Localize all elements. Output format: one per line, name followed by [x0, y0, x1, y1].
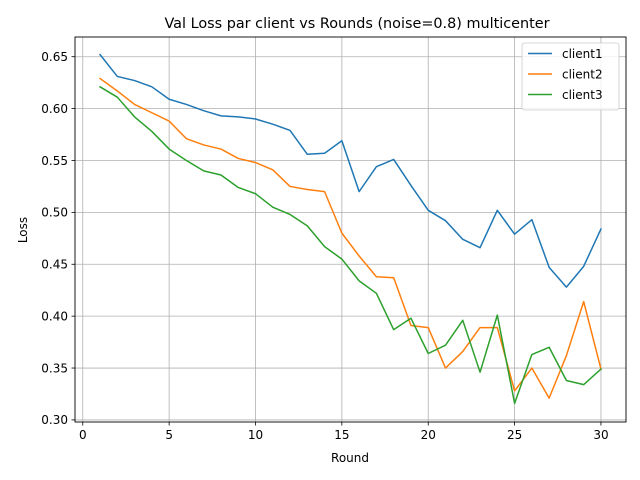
legend-box — [521, 42, 620, 111]
y-tick-label: 0.45 — [41, 258, 68, 272]
y-tick-label: 0.30 — [41, 413, 68, 427]
x-ticks: 0 5 10 15 20 25 30 — [79, 422, 609, 442]
series-line-client2 — [99, 77, 602, 399]
legend-label-client1: client1 — [562, 47, 603, 61]
y-ticks: 0.30 0.35 0.40 0.45 0.50 0.55 0.60 0.65 — [41, 50, 75, 427]
x-tick-label: 15 — [334, 428, 349, 442]
grid — [75, 37, 626, 422]
y-tick-label: 0.65 — [41, 50, 68, 64]
legend-label-client2: client2 — [562, 67, 603, 81]
y-tick-label: 0.50 — [41, 206, 68, 220]
y-tick-label: 0.55 — [41, 154, 68, 168]
series-line-client1 — [98, 53, 602, 288]
chart-title: Val Loss par client vs Rounds (noise=0.8… — [164, 16, 549, 32]
x-tick-label: 10 — [248, 428, 263, 442]
y-tick-label: 0.35 — [41, 361, 68, 375]
y-tick-label: 0.60 — [41, 102, 68, 116]
series-line-client3 — [99, 85, 603, 405]
legend: client1 client2 client3 — [521, 42, 620, 111]
x-tick-label: 0 — [79, 428, 87, 442]
y-axis-label: Loss — [16, 217, 30, 243]
plot-frame — [74, 36, 627, 423]
x-tick-label: 25 — [507, 428, 522, 442]
x-tick-label: 30 — [593, 428, 608, 442]
x-tick-label: 5 — [165, 428, 173, 442]
series-lines — [98, 53, 603, 405]
legend-label-client3: client3 — [562, 88, 603, 102]
x-tick-label: 20 — [421, 428, 436, 442]
y-tick-label: 0.40 — [41, 309, 68, 323]
x-axis-label: Round — [331, 451, 369, 465]
